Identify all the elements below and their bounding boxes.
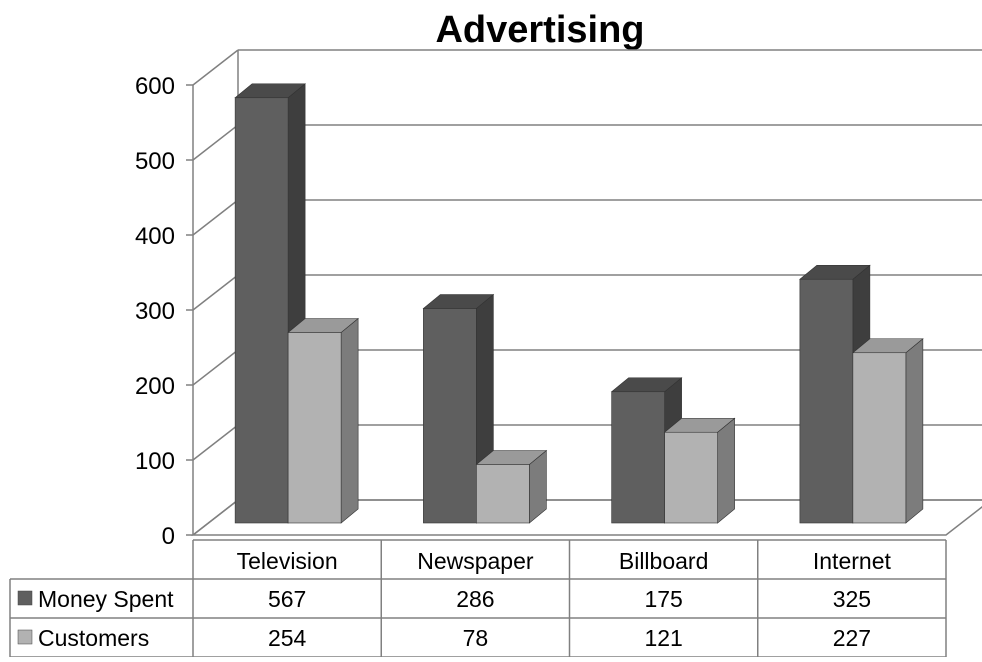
bar-front [611, 391, 665, 524]
y-tick-label: 100 [135, 448, 175, 475]
gridline-depth [192, 49, 239, 86]
bar-side [717, 417, 735, 524]
gridline-depth [192, 349, 239, 386]
bar-front [476, 464, 530, 524]
bar-front [287, 332, 342, 524]
y-tick-label: 600 [135, 73, 175, 100]
legend-swatch [17, 590, 33, 606]
gridline-depth [192, 124, 239, 161]
bars [234, 83, 924, 524]
gridline-depth [192, 424, 239, 461]
bar-front [423, 308, 477, 524]
x-category-label: Internet [813, 548, 892, 574]
data-label: 78 [463, 625, 489, 651]
x-category-label: Billboard [619, 548, 709, 574]
bar-customers-internet [852, 338, 924, 524]
data-label: 175 [644, 586, 682, 612]
legend-label: Money Spent [38, 586, 174, 612]
bar-side [905, 338, 924, 524]
gridline-depth [192, 199, 239, 236]
y-tick-label: 300 [135, 298, 175, 325]
bar-front [234, 97, 289, 524]
y-tick-label: 500 [135, 148, 175, 175]
gridline-depth [192, 499, 239, 536]
bar-customers-billboard [663, 417, 736, 524]
legend-swatch [17, 629, 33, 645]
data-label: 286 [456, 586, 494, 612]
y-tick-label: 400 [135, 223, 175, 250]
bar-customers-newspaper [475, 449, 548, 524]
data-label: 227 [833, 625, 871, 651]
x-category-label: Television [237, 548, 338, 574]
bar-front [852, 352, 907, 524]
data-label: 121 [644, 625, 682, 651]
bar-side [340, 317, 359, 524]
y-axis: 0 100 200 300 400 500 600 [135, 73, 193, 550]
y-tick-label: 200 [135, 373, 175, 400]
bar-money-spent-internet [799, 264, 871, 524]
data-label: 325 [833, 586, 871, 612]
data-table: Television Newspaper Billboard Internet Mone… [9, 539, 947, 658]
y-tick-label: 0 [162, 523, 175, 550]
bar-front [664, 431, 718, 524]
bar-customers-television [287, 317, 359, 524]
data-label: 254 [268, 625, 307, 651]
gridline-depth [192, 274, 239, 311]
chart-title: Advertising [435, 9, 644, 51]
bar-front [799, 278, 854, 524]
x-category-label: Newspaper [417, 548, 534, 574]
legend-label: Customers [38, 625, 149, 651]
data-label: 567 [268, 586, 306, 612]
